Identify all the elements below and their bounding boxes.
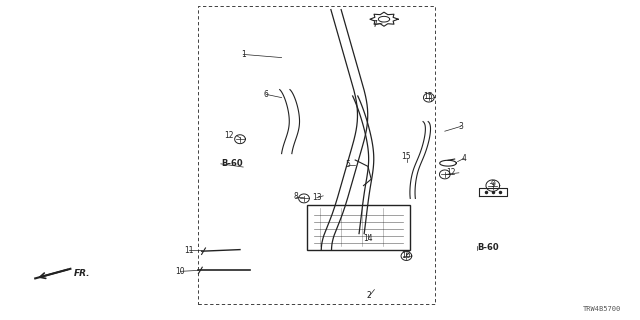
Text: B-60: B-60 bbox=[477, 244, 499, 252]
Text: FR.: FR. bbox=[74, 269, 90, 278]
Text: 7: 7 bbox=[372, 20, 377, 29]
Text: 16: 16 bbox=[401, 251, 412, 260]
Text: 11: 11 bbox=[184, 246, 193, 255]
Text: 12: 12 bbox=[225, 131, 234, 140]
Text: B-60: B-60 bbox=[221, 159, 243, 168]
Text: 12: 12 bbox=[447, 168, 456, 177]
Text: 8: 8 bbox=[294, 192, 299, 201]
Text: 2: 2 bbox=[367, 292, 372, 300]
Text: 15: 15 bbox=[422, 92, 433, 100]
Text: 14: 14 bbox=[363, 234, 373, 243]
Text: 13: 13 bbox=[312, 193, 322, 202]
Text: 3: 3 bbox=[458, 122, 463, 131]
Text: 9: 9 bbox=[490, 180, 495, 188]
Text: TRW4B5700: TRW4B5700 bbox=[582, 306, 621, 312]
Text: 6: 6 bbox=[264, 90, 269, 99]
Text: 10: 10 bbox=[175, 267, 186, 276]
Text: 5: 5 bbox=[345, 160, 350, 169]
Text: 4: 4 bbox=[461, 154, 467, 163]
Text: 15: 15 bbox=[401, 152, 412, 161]
Text: 1: 1 bbox=[241, 50, 246, 59]
